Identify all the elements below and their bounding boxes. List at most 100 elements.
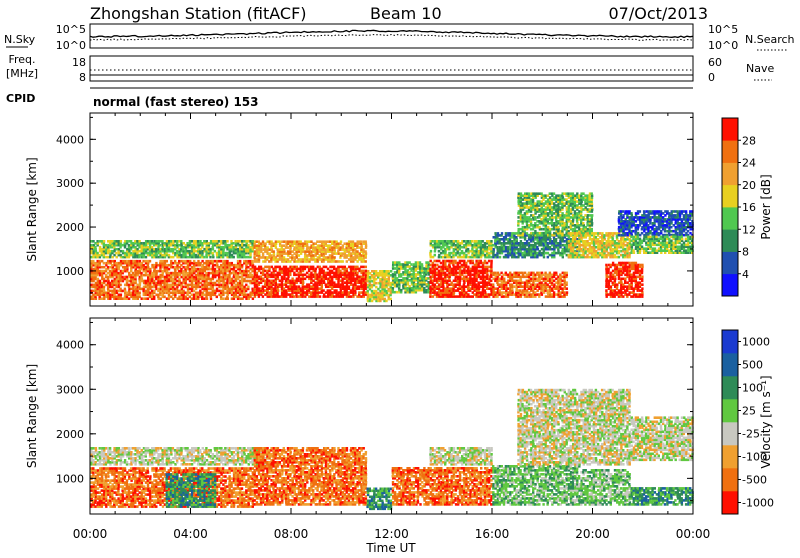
data-cell bbox=[310, 240, 312, 243]
data-cell bbox=[494, 232, 496, 235]
data-cell bbox=[121, 276, 123, 279]
data-cell bbox=[126, 260, 128, 263]
data-cell bbox=[247, 260, 249, 263]
data-cell bbox=[555, 238, 557, 241]
data-cell bbox=[501, 238, 503, 241]
data-cell bbox=[270, 254, 272, 257]
data-cell bbox=[266, 240, 268, 243]
data-cell bbox=[488, 293, 490, 296]
data-cell bbox=[119, 288, 121, 291]
data-cell bbox=[375, 286, 377, 289]
data-cell bbox=[161, 270, 163, 273]
data-cell bbox=[503, 278, 505, 281]
data-cell bbox=[304, 291, 306, 294]
data-cell bbox=[495, 287, 497, 290]
data-cell bbox=[226, 240, 228, 243]
data-cell bbox=[498, 278, 500, 281]
data-cell bbox=[505, 272, 507, 275]
data-cell bbox=[187, 260, 189, 263]
data-cell bbox=[107, 260, 109, 263]
data-cell bbox=[193, 290, 195, 293]
data-cell bbox=[308, 246, 310, 249]
data-cell bbox=[140, 242, 142, 245]
nsearch-tick-low: 10^0 bbox=[708, 39, 738, 52]
data-cell bbox=[436, 260, 438, 263]
data-cell bbox=[331, 246, 333, 249]
data-cell bbox=[542, 208, 544, 211]
data-cell bbox=[109, 294, 111, 297]
data-cell bbox=[247, 256, 249, 259]
data-cell bbox=[159, 244, 161, 247]
data-cell bbox=[415, 261, 417, 264]
data-cell bbox=[316, 274, 318, 277]
data-cell bbox=[151, 246, 153, 249]
data-cell bbox=[511, 240, 513, 243]
data-cell bbox=[509, 272, 511, 275]
data-cell bbox=[358, 291, 360, 294]
data-cell bbox=[216, 288, 218, 291]
data-cell bbox=[499, 283, 501, 286]
data-cell bbox=[291, 266, 293, 269]
data-cell bbox=[274, 266, 276, 269]
data-cell bbox=[222, 260, 224, 263]
data-cell bbox=[385, 300, 387, 303]
data-cell bbox=[103, 262, 105, 265]
data-cell bbox=[500, 272, 502, 275]
data-cell bbox=[220, 240, 222, 243]
data-cell bbox=[111, 280, 113, 283]
data-cell bbox=[459, 260, 461, 263]
data-cell bbox=[323, 266, 325, 269]
data-cell bbox=[319, 266, 321, 269]
data-cell bbox=[300, 240, 302, 243]
data-cell bbox=[233, 256, 235, 259]
data-cell bbox=[490, 240, 492, 243]
data-cell bbox=[180, 282, 182, 285]
data-cell bbox=[517, 220, 519, 223]
data-cell bbox=[352, 256, 354, 259]
data-cell bbox=[283, 256, 285, 259]
data-cell bbox=[471, 240, 473, 243]
data-cell bbox=[371, 284, 373, 287]
data-cell bbox=[243, 240, 245, 243]
data-cell bbox=[111, 250, 113, 253]
data-cell bbox=[115, 252, 117, 255]
data-cell bbox=[337, 266, 339, 269]
data-cell bbox=[513, 285, 515, 288]
data-cell bbox=[528, 272, 530, 275]
data-cell bbox=[537, 232, 539, 235]
power-band bbox=[253, 240, 367, 262]
data-cell bbox=[438, 266, 440, 269]
data-cell bbox=[549, 272, 551, 275]
data-cell bbox=[118, 262, 120, 265]
data-cell bbox=[547, 242, 549, 245]
cpid-text: normal (fast stereo) 153 bbox=[93, 95, 259, 109]
data-cell bbox=[101, 266, 103, 269]
data-cell bbox=[295, 274, 297, 277]
data-cell bbox=[430, 264, 432, 267]
data-cell bbox=[427, 277, 429, 280]
data-cell bbox=[145, 260, 147, 263]
data-cell bbox=[503, 274, 505, 277]
data-cell bbox=[101, 270, 103, 273]
data-cell bbox=[300, 258, 302, 261]
data-cell bbox=[427, 261, 429, 264]
data-cell bbox=[350, 240, 352, 243]
data-cell bbox=[434, 283, 436, 286]
data-cell bbox=[360, 266, 362, 269]
data-cell bbox=[430, 260, 432, 263]
beam-label: Beam 10 bbox=[370, 4, 442, 23]
data-cell bbox=[260, 256, 262, 259]
data-cell bbox=[362, 270, 364, 273]
power-band bbox=[429, 260, 493, 298]
data-cell bbox=[534, 291, 536, 294]
data-cell bbox=[482, 240, 484, 243]
data-cell bbox=[281, 268, 283, 271]
data-cell bbox=[454, 260, 456, 263]
data-cell bbox=[494, 272, 496, 275]
data-cell bbox=[486, 266, 488, 269]
data-cell bbox=[480, 260, 482, 263]
data-cell bbox=[209, 256, 211, 259]
data-cell bbox=[119, 284, 121, 287]
data-cell bbox=[430, 250, 432, 253]
data-cell bbox=[297, 258, 299, 261]
